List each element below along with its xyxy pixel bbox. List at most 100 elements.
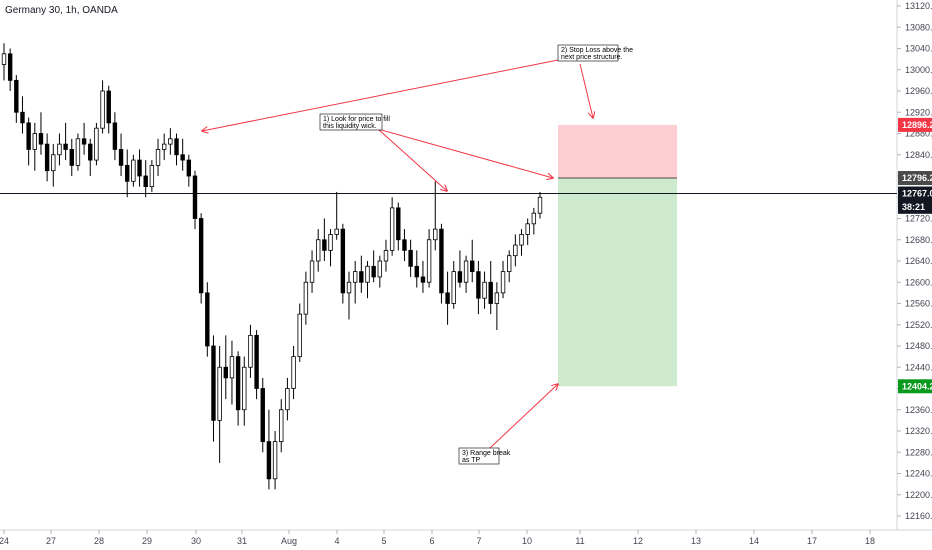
- candle[interactable]: [266, 409, 272, 490]
- candle[interactable]: [75, 133, 81, 171]
- candle[interactable]: [155, 138, 161, 176]
- annotation-stop-loss[interactable]: 2) Stop Loss above the next price struct…: [557, 44, 633, 62]
- candle[interactable]: [359, 255, 364, 293]
- candle[interactable]: [26, 117, 31, 166]
- candle[interactable]: [396, 202, 401, 251]
- arrow-stop-to-structure[interactable]: [202, 59, 559, 131]
- stop-loss-zone[interactable]: [558, 124, 677, 179]
- candle[interactable]: [451, 261, 456, 309]
- candle[interactable]: [525, 218, 530, 246]
- candle[interactable]: [488, 261, 493, 315]
- candle[interactable]: [506, 250, 512, 283]
- arrow-stop-to-zone[interactable]: [579, 63, 593, 118]
- candle[interactable]: [297, 303, 302, 362]
- candle[interactable]: [531, 207, 537, 235]
- candlestick-series[interactable]: [1, 43, 543, 490]
- candle[interactable]: [476, 261, 481, 315]
- candle[interactable]: [229, 340, 235, 405]
- candle[interactable]: [414, 250, 419, 288]
- candle[interactable]: [457, 250, 463, 288]
- candle[interactable]: [365, 261, 370, 299]
- annotation-arrows[interactable]: [202, 59, 593, 449]
- candle[interactable]: [69, 138, 74, 176]
- candle[interactable]: [537, 191, 543, 219]
- candle[interactable]: [316, 229, 321, 272]
- take-profit-zone[interactable]: [558, 178, 677, 387]
- annotation-liquidity-wick[interactable]: 1) Look for price to fill this liquidity…: [319, 113, 390, 131]
- candle[interactable]: [242, 356, 247, 426]
- candle[interactable]: [291, 346, 296, 400]
- candle[interactable]: [439, 223, 444, 304]
- candle[interactable]: [322, 218, 327, 262]
- candle[interactable]: [513, 234, 518, 267]
- candle[interactable]: [131, 154, 136, 187]
- candle[interactable]: [118, 133, 124, 177]
- candle[interactable]: [20, 96, 25, 134]
- candle[interactable]: [235, 351, 241, 426]
- candle[interactable]: [174, 133, 179, 166]
- annotation-range-break[interactable]: 3) Range break as TP: [458, 447, 511, 465]
- candle[interactable]: [328, 229, 333, 267]
- candle[interactable]: [334, 191, 339, 240]
- candle[interactable]: [426, 229, 432, 288]
- position-tool[interactable]: [558, 124, 677, 387]
- candle[interactable]: [377, 255, 383, 288]
- candle[interactable]: [149, 160, 155, 192]
- candle[interactable]: [223, 335, 228, 400]
- candle[interactable]: [125, 149, 130, 198]
- candle[interactable]: [81, 122, 87, 155]
- candle[interactable]: [51, 144, 56, 187]
- candle[interactable]: [100, 80, 105, 134]
- time-axis[interactable]: 24 27 28 29 30 31 Aug 4 5 6 7 10 11 12 13 14 17 18: [0, 530, 875, 546]
- candle[interactable]: [217, 346, 222, 463]
- candle[interactable]: [1, 43, 7, 81]
- candle[interactable]: [88, 138, 93, 176]
- candle[interactable]: [137, 149, 142, 187]
- candle[interactable]: [180, 138, 185, 171]
- candle[interactable]: [192, 170, 198, 230]
- candle[interactable]: [285, 377, 290, 421]
- arrow-wick-to-candle[interactable]: [377, 128, 447, 191]
- candle[interactable]: [279, 399, 284, 453]
- candle[interactable]: [94, 122, 99, 166]
- candle[interactable]: [14, 75, 19, 123]
- candle[interactable]: [57, 133, 62, 166]
- candle[interactable]: [309, 250, 315, 293]
- candle[interactable]: [463, 255, 469, 293]
- price-axis[interactable]: 13120.0 13080.0 13040.0 13000.0 12960.0 12920…: [897, 1, 932, 521]
- candle[interactable]: [106, 85, 111, 134]
- candle[interactable]: [161, 133, 167, 161]
- candle[interactable]: [482, 271, 487, 309]
- candle[interactable]: [500, 261, 506, 299]
- candle[interactable]: [7, 48, 13, 92]
- candle[interactable]: [371, 250, 376, 283]
- candle[interactable]: [32, 122, 38, 171]
- candle[interactable]: [383, 239, 389, 272]
- candle[interactable]: [198, 213, 204, 304]
- candle[interactable]: [433, 181, 438, 251]
- candle[interactable]: [420, 261, 426, 293]
- candle[interactable]: [352, 261, 358, 304]
- candle[interactable]: [402, 229, 407, 261]
- candle[interactable]: [445, 271, 450, 325]
- candle[interactable]: [211, 335, 216, 442]
- candle[interactable]: [248, 324, 253, 378]
- arrow-tp-to-zone[interactable]: [489, 384, 558, 449]
- candle[interactable]: [346, 271, 352, 320]
- candle[interactable]: [340, 223, 346, 304]
- candle[interactable]: [254, 330, 259, 400]
- candle[interactable]: [408, 239, 413, 277]
- candle[interactable]: [494, 282, 500, 331]
- candle[interactable]: [260, 377, 265, 453]
- candle[interactable]: [44, 133, 50, 182]
- candle[interactable]: [38, 112, 44, 155]
- candle[interactable]: [389, 197, 395, 256]
- candle[interactable]: [272, 431, 278, 490]
- candle[interactable]: [303, 271, 309, 325]
- candle[interactable]: [205, 282, 210, 357]
- candle[interactable]: [519, 229, 524, 256]
- candle[interactable]: [470, 239, 475, 283]
- arrow-wick-to-entry[interactable]: [377, 128, 553, 178]
- candle[interactable]: [143, 160, 148, 198]
